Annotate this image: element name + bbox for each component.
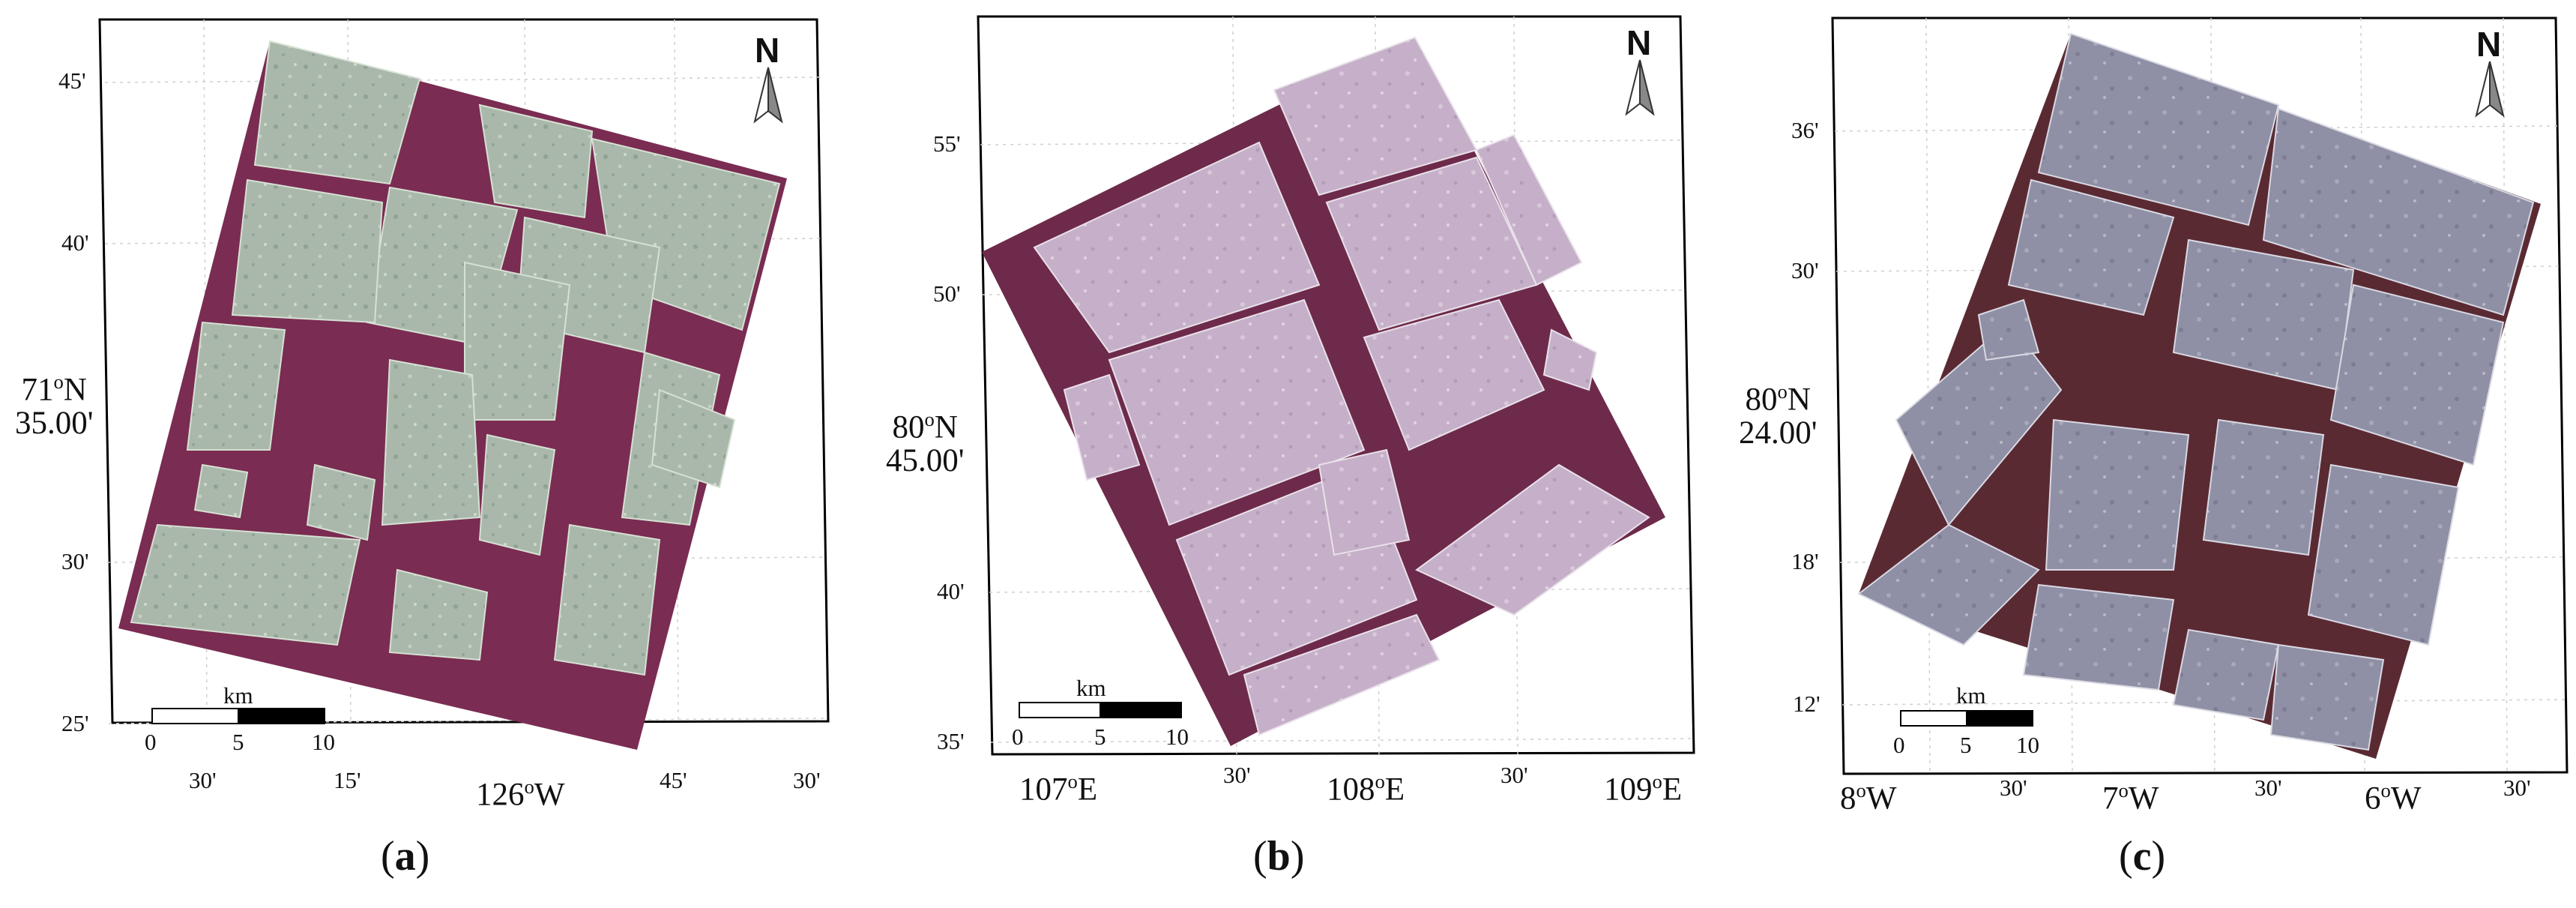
scale-bar-a [151,708,325,724]
north-label-c: N [2476,25,2502,64]
map-panel-a: N 45' 40' 30' 25' 71oN 35.00' 30' 15' 45… [0,0,839,908]
lon-tick-b-1: 30' [1500,762,1528,788]
scale-tick-b-1: 5 [1094,724,1106,750]
lon-degree-label-c-0: 8oW [1840,779,1897,817]
map-panel-b: N 55' 50' 40' 35' 80oN 45.00' 107oE 30' … [839,0,1709,908]
lon-tick-a-2: 45' [660,767,687,793]
map-svg-a [98,18,830,750]
lat-tick-c-2: 18' [1791,548,1819,574]
north-arrow-c-icon [2475,61,2505,118]
center-lat-label-b: 80oN 45.00' [886,408,965,479]
ice-floes-a [130,40,781,676]
center-lat-label-a: 71oN 35.00' [15,370,94,442]
scale-bar-c [1900,710,2033,727]
scale-unit-c: km [1956,682,1986,709]
caption-b: (b) [1253,833,1305,880]
scale-tick-a-0: 0 [145,729,157,755]
lon-degree-label-b-2: 109oE [1604,770,1683,808]
ice-floes-c [1857,32,2535,751]
north-arrow-b-icon [1625,59,1655,116]
scale-tick-a-1: 5 [232,729,244,755]
lon-tick-c-1: 30' [2254,775,2282,801]
scale-unit-b: km [1076,675,1106,701]
lon-tick-b-0: 30' [1223,762,1251,788]
map-frame-a [98,18,830,724]
scale-tick-c-1: 5 [1960,732,1972,758]
center-lat-label-c: 80oN 24.00' [1739,380,1818,451]
scale-tick-c-0: 0 [1893,732,1905,758]
lon-degree-label-b-0: 107oE [1019,770,1098,808]
ice-floes-b [1033,36,1650,736]
map-frame-b [977,15,1695,756]
lat-tick-a-2: 30' [61,548,89,574]
lon-tick-a-1: 15' [334,767,361,793]
center-lon-label-a: 126oW [476,775,565,813]
lon-tick-a-0: 30' [189,767,217,793]
scale-bar-b [1019,702,1182,718]
lat-tick-a-0: 45' [58,67,86,94]
north-label-a: N [755,31,780,70]
scale-tick-c-2: 10 [2016,732,2039,758]
lon-tick-c-0: 30' [2000,775,2027,801]
scale-tick-b-2: 10 [1165,724,1189,750]
lat-tick-b-3: 35' [937,728,965,754]
lat-tick-b-2: 40' [937,578,965,604]
lat-tick-c-1: 30' [1791,257,1819,283]
north-label-b: N [1626,23,1652,62]
map-panel-c: N 36' 30' 18' 12' 80oN 24.00' 8oW 30' 7o… [1709,0,2576,908]
caption-a: (a) [381,833,430,880]
lat-tick-b-0: 55' [933,130,961,157]
lat-tick-c-0: 36' [1791,117,1819,143]
lon-degree-label-c-1: 7oW [2102,779,2159,817]
lon-tick-c-2: 30' [2503,775,2531,801]
map-frame-c [1831,16,2569,775]
scale-tick-a-2: 10 [312,729,335,755]
map-svg-c [1831,16,2569,775]
north-arrow-a-icon [753,67,783,124]
lon-degree-label-c-2: 6oW [2365,779,2422,817]
scale-tick-b-0: 0 [1012,724,1024,750]
lon-degree-label-b-1: 108oE [1327,770,1405,808]
lat-tick-a-3: 25' [61,710,89,736]
scale-unit-a: km [223,682,253,709]
caption-c: (c) [2119,833,2166,880]
lat-tick-c-3: 12' [1793,691,1821,717]
lon-tick-a-3: 30' [793,767,821,793]
map-svg-b [977,15,1695,756]
lat-tick-a-1: 40' [61,229,89,256]
lat-tick-b-1: 50' [933,280,961,307]
